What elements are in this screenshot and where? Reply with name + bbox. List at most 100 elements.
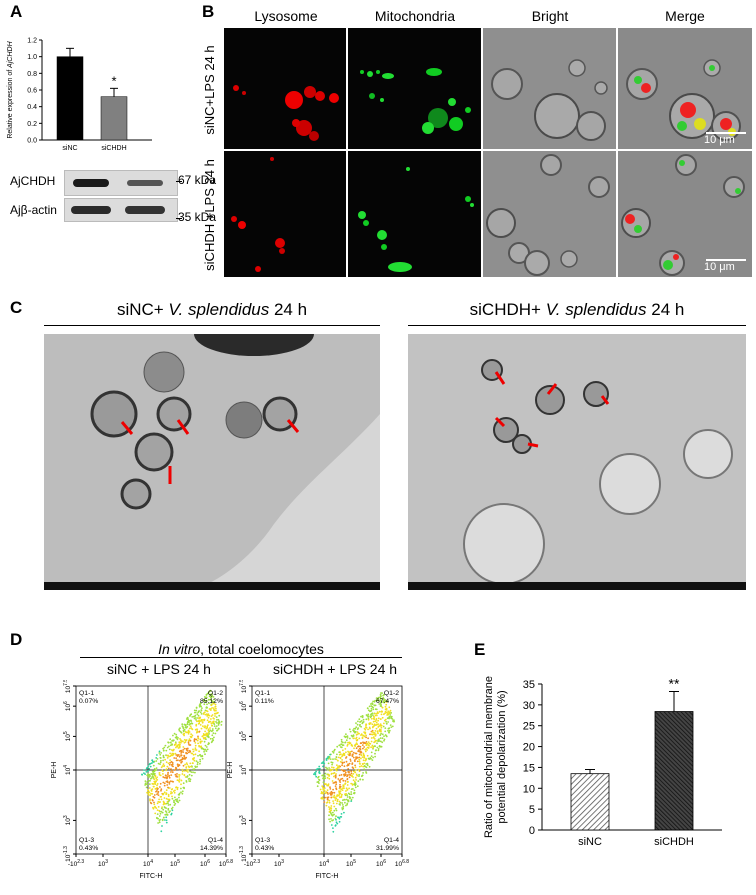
flow-event-dot bbox=[341, 793, 343, 796]
flow-event-dot bbox=[377, 748, 380, 750]
flow-event-dot bbox=[198, 730, 201, 733]
flow-event-dot bbox=[169, 780, 172, 782]
flow-event-dot bbox=[163, 797, 166, 799]
flow-event-dot bbox=[144, 773, 146, 775]
flow-event-dot bbox=[201, 740, 203, 743]
flow-event-dot bbox=[214, 732, 217, 735]
flow-event-dot bbox=[365, 724, 367, 727]
flow-event-dot bbox=[384, 730, 387, 733]
flow-event-dot bbox=[200, 719, 203, 722]
flow-event-dot bbox=[390, 712, 393, 714]
flow-event-dot bbox=[180, 783, 182, 786]
marker-67kda: 67 kDa bbox=[178, 173, 217, 187]
flow-event-dot bbox=[370, 755, 373, 757]
flow-event-dot bbox=[152, 807, 155, 810]
flow-event-dot bbox=[351, 766, 354, 769]
flow-event-dot bbox=[335, 818, 337, 821]
flow-event-dot bbox=[186, 763, 189, 766]
flow-event-dot bbox=[185, 762, 188, 764]
flow-event-dot bbox=[350, 798, 353, 801]
flow-event-dot bbox=[374, 749, 377, 752]
y-tick-label-group-d: 107.5 bbox=[239, 680, 248, 693]
flow-event-dot bbox=[359, 742, 362, 745]
x-tick-label-d: 105 bbox=[346, 859, 356, 868]
flow-event-dot bbox=[160, 810, 163, 813]
flow-event-dot bbox=[155, 777, 158, 780]
flow-event-dot bbox=[372, 746, 374, 749]
flow-event-dot bbox=[389, 709, 392, 712]
flow-event-dot bbox=[153, 794, 156, 796]
flow-event-dot bbox=[363, 768, 366, 771]
flow-event-dot bbox=[165, 821, 168, 824]
flow-event-dot bbox=[183, 786, 185, 789]
flow-event-dot bbox=[319, 788, 322, 791]
flow-event-dot bbox=[182, 727, 185, 730]
flow-event-dot bbox=[148, 767, 151, 770]
flow-event-dot bbox=[197, 742, 200, 745]
flow-event-dot bbox=[372, 725, 374, 728]
flow-event-dot bbox=[362, 763, 364, 766]
flow-event-dot bbox=[146, 774, 149, 777]
flow-event-dot bbox=[154, 783, 157, 785]
flow-event-dot bbox=[341, 764, 343, 767]
flow-event-dot bbox=[171, 771, 174, 774]
flow-event-dot bbox=[149, 794, 151, 797]
flow-event-dot bbox=[143, 772, 145, 774]
flow-event-dot bbox=[318, 782, 320, 784]
flow-event-dot bbox=[355, 722, 357, 724]
flow-event-dot bbox=[171, 743, 174, 746]
y-tick-label-group-d: 105 bbox=[239, 731, 248, 741]
flow-event-dot bbox=[363, 762, 366, 765]
flow-event-dot bbox=[195, 738, 198, 741]
flow-event-dot bbox=[167, 786, 169, 789]
flow-event-dot bbox=[327, 784, 330, 787]
flow-event-dot bbox=[220, 724, 223, 726]
flow-event-dot bbox=[383, 735, 385, 737]
flow-event-dot bbox=[338, 800, 341, 803]
flow-event-dot bbox=[197, 754, 199, 757]
flow-event-dot bbox=[352, 792, 355, 795]
flow-event-dot bbox=[361, 744, 364, 746]
flow-event-dot bbox=[201, 747, 204, 749]
flow-event-dot bbox=[359, 750, 362, 753]
flow-event-dot bbox=[377, 740, 380, 742]
flow-event-dot bbox=[158, 752, 161, 754]
flow-event-dot bbox=[353, 759, 356, 761]
flow-event-dot bbox=[167, 802, 169, 805]
flow-event-dot bbox=[370, 703, 372, 705]
flow-event-dot bbox=[339, 756, 342, 759]
flow-event-dot bbox=[390, 715, 393, 718]
flow-event-dot bbox=[207, 691, 210, 694]
flow-event-dot bbox=[351, 750, 353, 753]
flow-event-dot bbox=[388, 731, 390, 734]
flow-event-dot bbox=[157, 822, 159, 824]
flow-event-dot bbox=[155, 790, 157, 793]
flow-event-dot bbox=[326, 797, 329, 799]
y-tick-label-d: 103 bbox=[63, 815, 72, 825]
flow-event-dot bbox=[384, 727, 387, 729]
flow-event-dot bbox=[194, 771, 196, 774]
flow-event-dot bbox=[149, 765, 152, 768]
flow-event-dot bbox=[200, 713, 203, 715]
flow-event-dot bbox=[374, 735, 377, 737]
flow-event-dot bbox=[197, 720, 200, 722]
flow-event-dot bbox=[195, 709, 198, 712]
flow-event-dot bbox=[168, 783, 171, 785]
flow-event-dot bbox=[212, 702, 215, 704]
flow-event-dot bbox=[196, 731, 199, 733]
flow-event-dot bbox=[186, 769, 189, 771]
flow-event-dot bbox=[207, 698, 210, 701]
flow-event-dot bbox=[173, 757, 176, 759]
flow-event-dot bbox=[156, 783, 159, 785]
flow-event-dot bbox=[176, 786, 179, 789]
x-tick-label-a: siCHDH bbox=[101, 145, 126, 152]
flow-event-dot bbox=[388, 716, 391, 718]
flow-event-dot bbox=[171, 792, 174, 794]
flow-event-dot bbox=[170, 774, 173, 776]
flow-event-dot bbox=[336, 798, 339, 801]
flow-event-dot bbox=[329, 788, 332, 790]
tem-image-sinc bbox=[44, 334, 380, 590]
flow-event-dot bbox=[152, 783, 155, 785]
flow-event-dot bbox=[351, 775, 353, 777]
flow-event-dot bbox=[342, 799, 344, 802]
